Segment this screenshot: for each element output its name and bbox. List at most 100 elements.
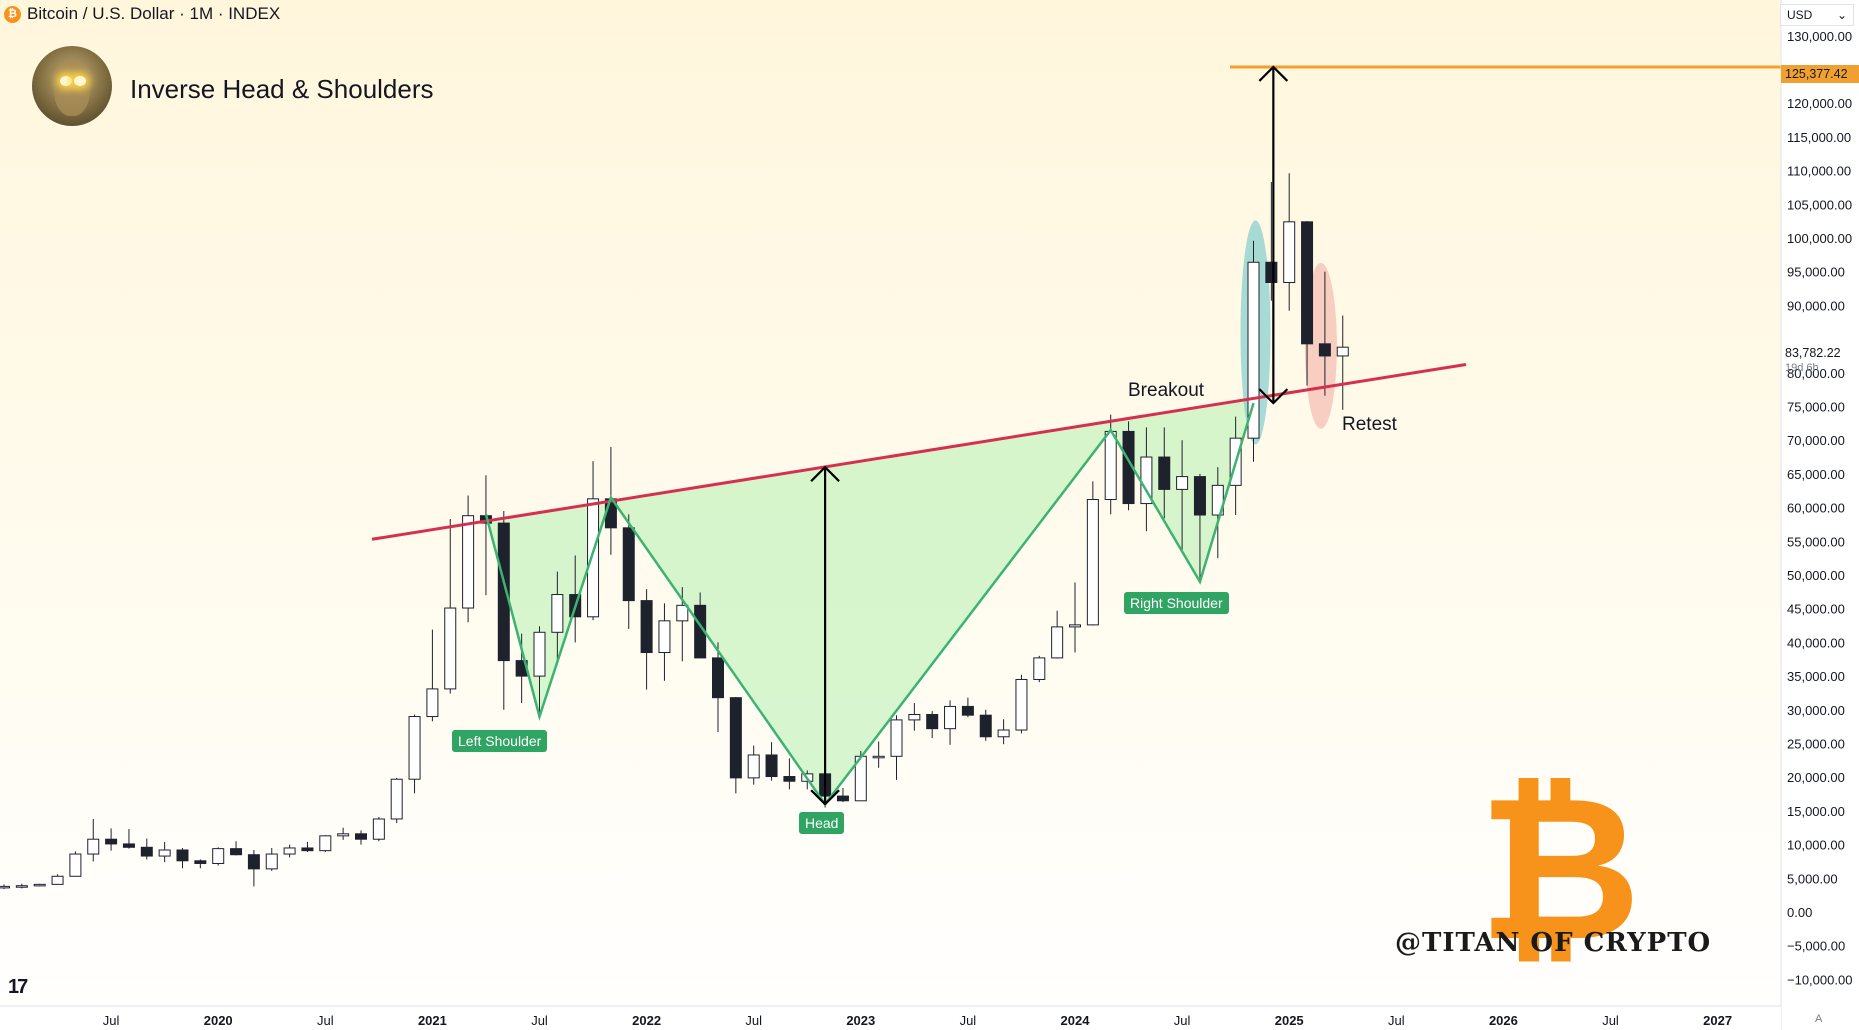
y-tick-label: 110,000.00 xyxy=(1787,164,1851,179)
candle-body xyxy=(926,714,939,730)
candle-body xyxy=(265,853,278,870)
y-tick-label: 50,000.00 xyxy=(1787,568,1845,583)
candle-body xyxy=(836,795,849,802)
candle-body xyxy=(444,607,457,690)
symbol-label: Bitcoin / U.S. Dollar · 1M · INDEX xyxy=(27,4,281,23)
candles-layer xyxy=(0,173,1349,890)
y-tick-label: 15,000.00 xyxy=(1787,804,1845,819)
candle-body xyxy=(676,604,689,622)
candle-body xyxy=(87,838,100,855)
candle-body xyxy=(283,847,296,855)
breakout-label: Breakout xyxy=(1128,380,1205,401)
candle-body xyxy=(533,631,546,677)
y-tick-label: 100,000.00 xyxy=(1787,231,1852,246)
arrow-head-down xyxy=(1258,388,1289,405)
chart-title: Inverse Head & Shoulders xyxy=(130,74,434,104)
candle-body xyxy=(51,875,64,885)
candle-body xyxy=(301,847,314,852)
y-tick-label: 35,000.00 xyxy=(1787,669,1845,684)
x-tick-label: Jul xyxy=(1388,1013,1405,1028)
candle-body xyxy=(1247,261,1260,439)
currency-select[interactable]: USD ⌄ xyxy=(1780,4,1854,26)
candle-body xyxy=(15,885,28,888)
x-tick-label: Jul xyxy=(531,1013,548,1028)
y-tick-label: 80,000.00 xyxy=(1787,366,1845,381)
candle-body xyxy=(462,515,475,609)
candle-body xyxy=(230,848,243,856)
auto-scale-button[interactable]: A xyxy=(1815,1013,1823,1025)
candle-body xyxy=(1176,476,1189,490)
y-tick-label: 130,000.00 xyxy=(1787,29,1852,44)
candle-body xyxy=(765,754,778,778)
y-tick-label: −10,000.00 xyxy=(1787,972,1852,987)
currency-label: USD xyxy=(1787,8,1813,22)
candle-body xyxy=(1193,476,1206,516)
y-tick-label: −5,000.00 xyxy=(1787,939,1845,954)
x-tick-label: Jul xyxy=(317,1013,334,1028)
y-tick-label: 75,000.00 xyxy=(1787,400,1845,415)
x-tick-label: 2022 xyxy=(632,1013,661,1028)
candle-body xyxy=(194,860,207,864)
y-tick-label: 25,000.00 xyxy=(1787,737,1845,752)
symbol-header[interactable]: ₿ Bitcoin / U.S. Dollar · 1M · INDEX xyxy=(4,2,280,26)
last-price-tag: 83,782.22 xyxy=(1785,346,1841,360)
candle-body xyxy=(1283,221,1296,283)
arrow-head-up xyxy=(1258,65,1289,82)
x-tick-label: Jul xyxy=(103,1013,120,1028)
candle-body xyxy=(712,657,724,699)
candle-body xyxy=(979,714,992,738)
price-axis-bg xyxy=(1781,0,1859,1030)
y-tick-label: 65,000.00 xyxy=(1787,467,1845,482)
avatar-eye-left xyxy=(60,76,72,86)
left-shoulder-label: Left Shoulder xyxy=(452,730,548,752)
y-tick-label: 90,000.00 xyxy=(1787,298,1845,313)
x-tick-label: Jul xyxy=(745,1013,762,1028)
retest-label: Retest xyxy=(1342,414,1397,435)
candle-body xyxy=(1265,261,1278,283)
x-tick-label: Jul xyxy=(1602,1013,1619,1028)
candle-body xyxy=(1086,499,1099,626)
pattern-layer xyxy=(371,65,1781,807)
right-shoulder-label: Right Shoulder xyxy=(1124,592,1229,614)
y-tick-label: 40,000.00 xyxy=(1787,635,1845,650)
candle-body xyxy=(729,697,742,779)
avatar-eye-right xyxy=(74,76,86,86)
candle-body xyxy=(1051,626,1064,659)
candle-body xyxy=(1336,346,1349,357)
candle-body xyxy=(551,594,564,633)
candle-body xyxy=(140,846,153,857)
candle-body xyxy=(658,620,671,654)
x-tick-label: 2027 xyxy=(1703,1013,1732,1028)
avatar-face xyxy=(54,60,90,116)
y-tick-label: 115,000.00 xyxy=(1787,130,1851,145)
y-tick-label: 70,000.00 xyxy=(1787,433,1845,448)
y-tick-label: 55,000.00 xyxy=(1787,534,1845,549)
y-tick-label: 20,000.00 xyxy=(1787,770,1845,785)
candle-body xyxy=(587,498,600,618)
candle-body xyxy=(622,527,635,602)
head-label: Head xyxy=(799,812,845,834)
candle-body xyxy=(890,719,903,757)
candle-body xyxy=(944,705,957,730)
author-watermark: @TITAN OF CRYPTO xyxy=(1395,928,1712,958)
tradingview-logo[interactable]: 17 xyxy=(8,976,28,998)
candle-body xyxy=(1069,624,1081,628)
author-avatar xyxy=(32,46,112,126)
y-tick-label: 105,000.00 xyxy=(1787,197,1852,212)
y-tick-label: 0.00 xyxy=(1787,905,1812,920)
bitcoin-logo: ₿ xyxy=(1478,753,1641,986)
candle-body xyxy=(0,885,10,889)
candle-body xyxy=(1158,456,1171,490)
pattern-fill xyxy=(485,398,1254,805)
candle-body xyxy=(247,854,260,870)
candle-body xyxy=(908,714,921,721)
candle-body xyxy=(408,716,421,780)
candle-body xyxy=(372,818,385,840)
x-tick-label: 2025 xyxy=(1275,1013,1304,1028)
candle-body xyxy=(1033,657,1046,680)
candle-body xyxy=(426,688,439,718)
candle-body xyxy=(1015,678,1028,731)
candle-countdown: 19d 6h xyxy=(1785,362,1819,374)
bitcoin-icon: ₿ xyxy=(4,5,21,23)
